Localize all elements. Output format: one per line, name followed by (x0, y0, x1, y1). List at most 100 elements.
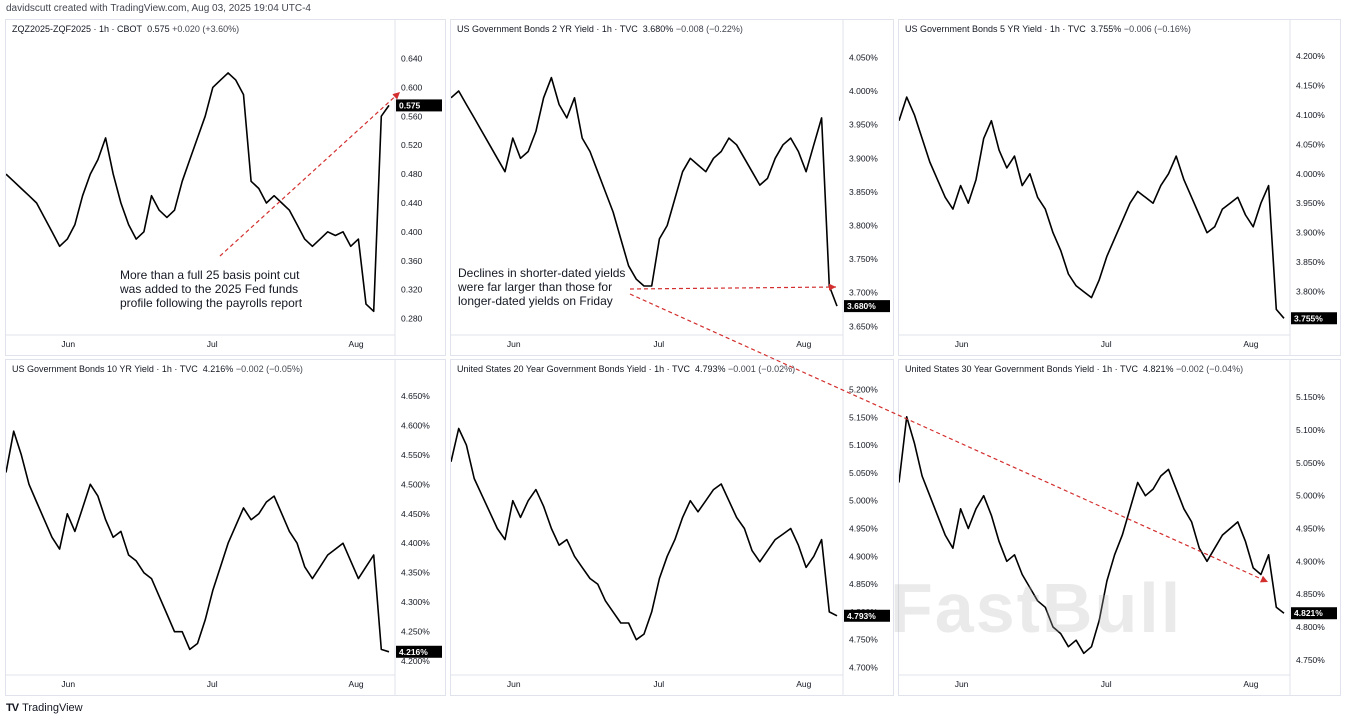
y-tick-label: 4.200% (401, 656, 430, 666)
x-tick-label: Jun (507, 339, 521, 349)
y-tick-label: 0.520 (401, 140, 423, 150)
panel-symbol: United States 30 Year Government Bonds Y… (905, 364, 1138, 374)
x-tick-label: Aug (1243, 339, 1258, 349)
last-value-label: 4.821% (1294, 608, 1323, 618)
y-tick-label: 4.600% (401, 420, 430, 430)
y-tick-label: 4.950% (849, 524, 878, 534)
y-tick-label: 5.100% (849, 440, 878, 450)
panel-change: −0.006 (−0.16%) (1123, 24, 1191, 34)
y-tick-label: 3.900% (1296, 228, 1325, 238)
y-tick-label: 4.700% (849, 662, 878, 672)
y-tick-label: 4.000% (1296, 169, 1325, 179)
y-tick-label: 4.650% (401, 391, 430, 401)
panel-last: 3.680% (642, 24, 674, 34)
panel-change: −0.002 (−0.04%) (1176, 364, 1244, 374)
y-tick-label: 4.750% (849, 635, 878, 645)
y-tick-label: 3.750% (849, 254, 878, 264)
panel-change: +0.020 (+3.60%) (172, 24, 240, 34)
y-tick-label: 4.100% (1296, 110, 1325, 120)
y-tick-label: 4.850% (849, 579, 878, 589)
chart-panel-20yr[interactable]: 5.200% 5.150% 5.100% 5.050% 5.000% 4.950% 4.90… (450, 359, 894, 696)
last-value-label: 3.755% (1294, 313, 1323, 323)
y-tick-label: 4.200% (1296, 51, 1325, 61)
footer-brand: TV TradingView (6, 702, 83, 714)
panel-title: US Government Bonds 5 YR Yield · 1h · TV… (905, 24, 1191, 34)
x-tick-label: Aug (349, 339, 364, 349)
footer-brand-text: TradingView (22, 702, 83, 714)
x-tick-label: Jun (955, 679, 969, 689)
x-tick-label: Jul (207, 679, 218, 689)
y-tick-label: 4.750% (1296, 655, 1325, 665)
y-tick-label: 0.600 (401, 82, 423, 92)
y-tick-label: 4.800% (1296, 622, 1325, 632)
series-line (899, 96, 1285, 319)
last-value-badge (396, 99, 442, 112)
panel-title: US Government Bonds 2 YR Yield · 1h · TV… (457, 24, 743, 34)
panel-change: −0.001 (−0.02%) (728, 364, 796, 374)
y-tick-label: 4.900% (849, 551, 878, 561)
last-value-badge (1291, 607, 1337, 620)
series-line (6, 430, 390, 653)
y-tick-label: 0.640 (401, 53, 423, 63)
y-tick-label: 3.950% (1296, 198, 1325, 208)
tradingview-logo-icon: TV (6, 702, 19, 714)
y-tick-label: 5.000% (849, 496, 878, 506)
panel-symbol: United States 20 Year Government Bonds Y… (457, 364, 690, 374)
y-tick-label: 4.050% (849, 52, 878, 62)
y-tick-label: 4.500% (401, 479, 430, 489)
y-tick-label: 4.950% (1296, 524, 1325, 534)
chart-panel-10yr[interactable]: 4.650% 4.600% 4.550% 4.500% 4.450% 4.400% 4.35… (5, 359, 446, 696)
last-value-label: 0.575 (399, 100, 421, 110)
series-line (451, 427, 838, 641)
panel-change: −0.008 (−0.22%) (675, 24, 743, 34)
x-tick-label: Aug (796, 679, 811, 689)
panel-symbol: US Government Bonds 5 YR Yield · 1h · TV… (905, 24, 1086, 34)
x-tick-label: Jul (1101, 339, 1112, 349)
y-tick-label: 5.150% (849, 412, 878, 422)
panel-title: US Government Bonds 10 YR Yield · 1h · T… (12, 364, 303, 374)
y-tick-label: 3.950% (849, 120, 878, 130)
last-value-badge (1291, 312, 1337, 325)
panel-last: 3.755% (1090, 24, 1122, 34)
y-tick-label: 5.100% (1296, 425, 1325, 435)
chart-svg: 4.650% 4.600% 4.550% 4.500% 4.450% 4.400% 4.35… (6, 360, 442, 695)
last-value-label: 4.793% (847, 611, 876, 621)
y-tick-label: 4.900% (1296, 556, 1325, 566)
x-tick-label: Jun (955, 339, 969, 349)
y-tick-label: 4.400% (401, 538, 430, 548)
chart-panel-5yr[interactable]: 4.200% 4.150% 4.100% 4.050% 4.000% 3.950% 3.90… (898, 19, 1341, 356)
series-line (451, 76, 838, 307)
y-tick-label: 3.650% (849, 321, 878, 331)
chart-svg: 4.200% 4.150% 4.100% 4.050% 4.000% 3.950% 3.90… (899, 20, 1337, 355)
x-tick-label: Jul (653, 679, 664, 689)
x-tick-label: Aug (796, 339, 811, 349)
y-tick-label: 0.400 (401, 227, 423, 237)
panel-last: 0.575 (147, 24, 170, 34)
y-tick-label: 4.550% (401, 450, 430, 460)
chart-svg: 0.640 0.600 0.560 0.520 0.480 0.440 0.400 0.360… (6, 20, 442, 355)
panel-last: 4.216% (202, 364, 234, 374)
last-value-badge (396, 645, 442, 658)
y-tick-label: 5.050% (1296, 458, 1325, 468)
watermark-logo: FastBull (890, 569, 1183, 647)
x-tick-label: Jun (61, 339, 75, 349)
y-tick-label: 5.150% (1296, 392, 1325, 402)
y-tick-label: 3.800% (1296, 287, 1325, 297)
x-tick-label: Aug (349, 679, 364, 689)
x-tick-label: Jun (61, 679, 75, 689)
last-value-label: 3.680% (847, 301, 876, 311)
x-tick-label: Jun (507, 679, 521, 689)
y-tick-label: 0.560 (401, 111, 423, 121)
panel-symbol: ZQZ2025-ZQF2025 · 1h · CBOT (12, 24, 143, 34)
annotation-short-yields: Declines in shorter-dated yields were fa… (458, 266, 626, 308)
panel-last: 4.821% (1142, 364, 1174, 374)
x-tick-label: Jul (207, 339, 218, 349)
chart-header: davidscutt created with TradingView.com,… (6, 3, 311, 14)
y-tick-label: 0.360 (401, 256, 423, 266)
x-tick-label: Jul (653, 339, 664, 349)
y-tick-label: 4.350% (401, 568, 430, 578)
chart-svg: 5.200% 5.150% 5.100% 5.050% 5.000% 4.950% 4.90… (451, 360, 890, 695)
y-tick-label: 0.280 (401, 314, 423, 324)
panel-title: United States 30 Year Government Bonds Y… (905, 364, 1243, 374)
annotation-rate-cut: More than a full 25 basis point cut was … (120, 268, 303, 310)
